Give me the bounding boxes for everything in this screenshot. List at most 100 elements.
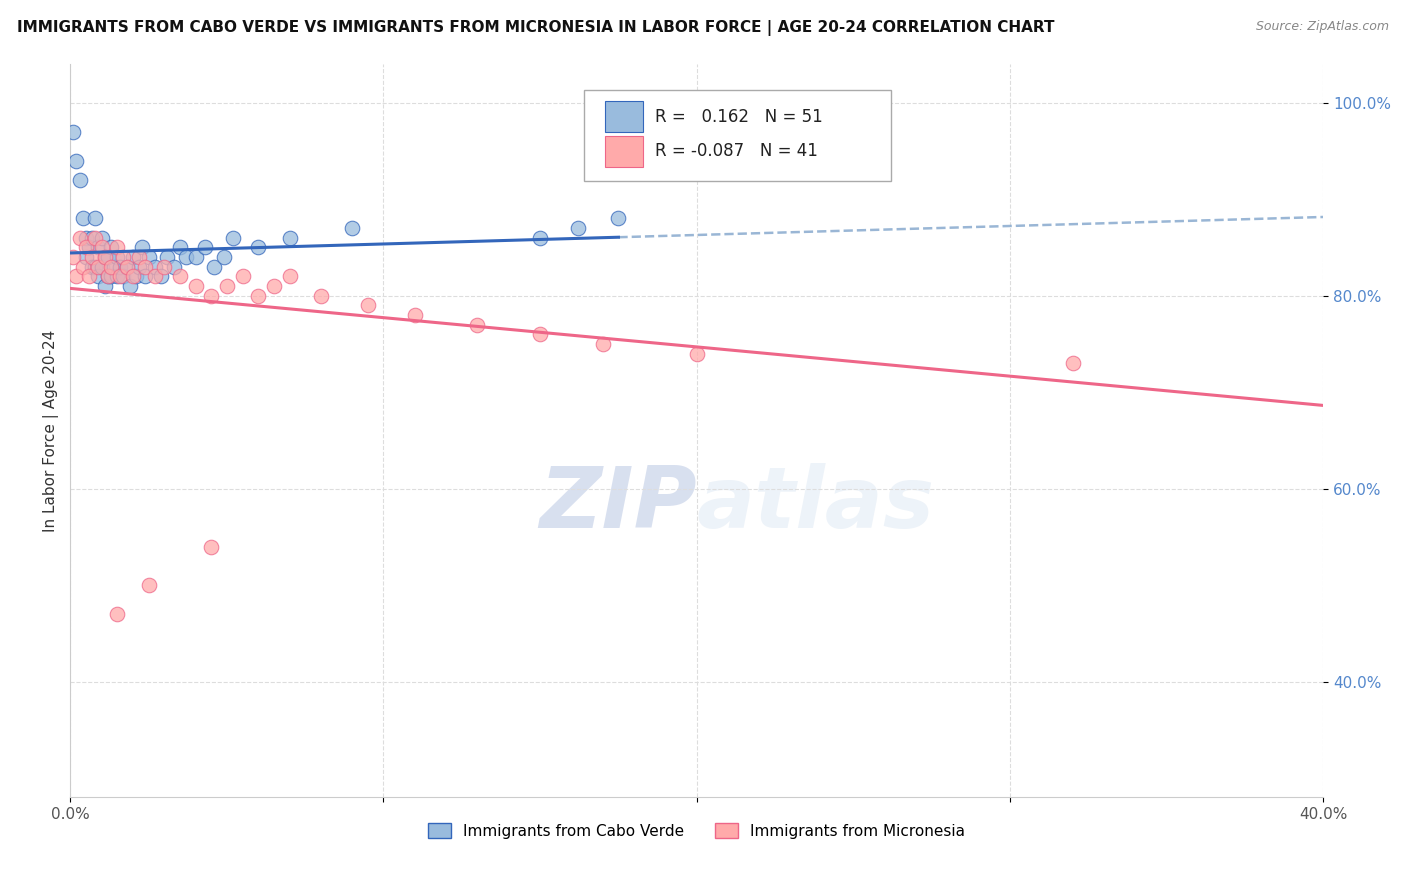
Point xyxy=(247,240,270,254)
Point xyxy=(212,250,235,264)
Point xyxy=(162,260,184,274)
Point xyxy=(184,250,207,264)
Point xyxy=(105,269,128,284)
Point xyxy=(97,269,120,284)
Text: R = -0.087   N = 41: R = -0.087 N = 41 xyxy=(655,143,818,161)
Point xyxy=(84,231,107,245)
Point xyxy=(110,260,132,274)
Point xyxy=(153,260,176,274)
Point xyxy=(263,279,285,293)
Point xyxy=(87,240,110,254)
Point xyxy=(77,269,100,284)
Point xyxy=(529,231,551,245)
Point xyxy=(340,221,363,235)
Point xyxy=(112,269,135,284)
Text: R =   0.162   N = 51: R = 0.162 N = 51 xyxy=(655,108,823,126)
Point xyxy=(122,269,145,284)
Point xyxy=(105,240,128,254)
Point xyxy=(231,269,253,284)
Point xyxy=(138,578,160,592)
Point xyxy=(69,173,91,187)
Point xyxy=(138,250,160,264)
Point xyxy=(592,337,614,351)
Point xyxy=(93,250,115,264)
Point xyxy=(202,260,225,274)
Point xyxy=(134,260,156,274)
FancyBboxPatch shape xyxy=(583,90,891,181)
Point xyxy=(118,279,141,293)
Y-axis label: In Labor Force | Age 20-24: In Labor Force | Age 20-24 xyxy=(44,330,59,532)
Point xyxy=(97,250,120,264)
Point xyxy=(87,260,110,274)
Text: Source: ZipAtlas.com: Source: ZipAtlas.com xyxy=(1256,20,1389,33)
Point xyxy=(567,221,589,235)
Point xyxy=(128,260,150,274)
Point xyxy=(84,211,107,226)
Point xyxy=(169,240,191,254)
Point xyxy=(84,260,107,274)
Point xyxy=(131,240,153,254)
Text: atlas: atlas xyxy=(697,463,935,546)
Point xyxy=(75,231,97,245)
Point xyxy=(93,250,115,264)
Point xyxy=(404,308,426,322)
Point xyxy=(87,269,110,284)
Point xyxy=(93,279,115,293)
Point xyxy=(100,240,122,254)
Point xyxy=(200,288,222,302)
Point xyxy=(143,260,166,274)
Point xyxy=(215,279,238,293)
Point xyxy=(143,269,166,284)
Point xyxy=(128,250,150,264)
Point xyxy=(90,260,112,274)
Point xyxy=(200,540,222,554)
Point xyxy=(77,240,100,254)
Point xyxy=(278,269,301,284)
Point xyxy=(194,240,217,254)
Point xyxy=(122,250,145,264)
Point xyxy=(309,288,332,302)
Point xyxy=(607,211,630,226)
Point xyxy=(105,250,128,264)
Bar xyxy=(605,102,643,132)
Point xyxy=(115,260,138,274)
Point xyxy=(134,269,156,284)
Point xyxy=(125,269,148,284)
Point xyxy=(72,211,94,226)
Point xyxy=(247,288,270,302)
Point xyxy=(82,231,104,245)
Point xyxy=(103,260,125,274)
Point xyxy=(115,260,138,274)
Point xyxy=(529,327,551,342)
Point xyxy=(90,240,112,254)
Bar xyxy=(605,136,643,167)
Legend: Immigrants from Cabo Verde, Immigrants from Micronesia: Immigrants from Cabo Verde, Immigrants f… xyxy=(422,816,972,845)
Point xyxy=(150,269,173,284)
Point xyxy=(62,250,84,264)
Point xyxy=(1062,356,1084,370)
Point xyxy=(110,269,132,284)
Point xyxy=(62,125,84,139)
Point xyxy=(184,279,207,293)
Point xyxy=(75,240,97,254)
Point xyxy=(174,250,197,264)
Point xyxy=(112,250,135,264)
Point xyxy=(467,318,489,332)
Point xyxy=(97,269,120,284)
Text: ZIP: ZIP xyxy=(538,463,697,546)
Text: IMMIGRANTS FROM CABO VERDE VS IMMIGRANTS FROM MICRONESIA IN LABOR FORCE | AGE 20: IMMIGRANTS FROM CABO VERDE VS IMMIGRANTS… xyxy=(17,20,1054,36)
Point xyxy=(169,269,191,284)
Point xyxy=(69,231,91,245)
Point xyxy=(82,250,104,264)
Point xyxy=(65,153,87,168)
Point xyxy=(357,298,380,312)
Point xyxy=(72,260,94,274)
Point xyxy=(278,231,301,245)
Point xyxy=(222,231,245,245)
Point xyxy=(65,269,87,284)
Point xyxy=(105,607,128,621)
Point xyxy=(100,269,122,284)
Point xyxy=(100,260,122,274)
Point xyxy=(90,231,112,245)
Point xyxy=(686,346,709,360)
